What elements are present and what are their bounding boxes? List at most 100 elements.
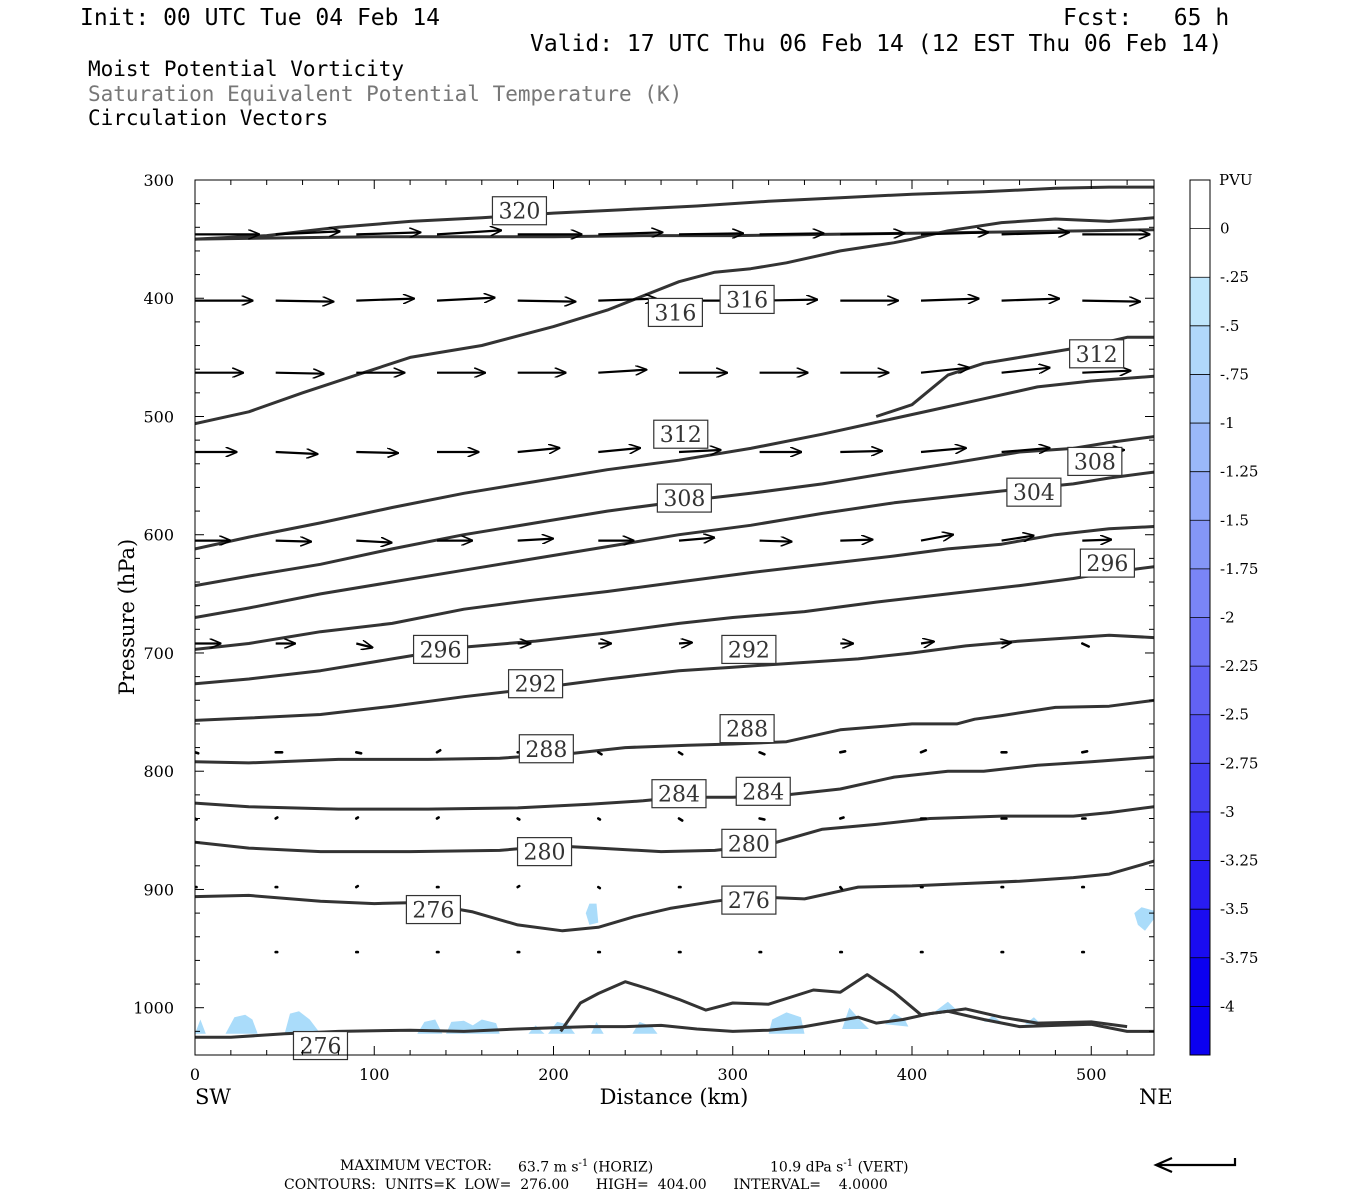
circulation-vector xyxy=(1001,448,1050,452)
theta-es-contour xyxy=(195,228,1154,241)
contour-label: 292 xyxy=(515,673,557,698)
theta-es-contour xyxy=(195,859,1154,933)
field-title-vectors: Circulation Vectors xyxy=(88,106,329,130)
vert-unit-exponent: -1 xyxy=(843,1158,854,1169)
contour-label-box xyxy=(518,734,574,764)
contour-label-box xyxy=(405,894,462,925)
circulation-vector xyxy=(596,885,602,890)
colorbar-swatch xyxy=(1190,374,1210,424)
theta-es-contour xyxy=(195,633,1154,722)
contour-label-box xyxy=(735,776,791,806)
colorbar-swatch xyxy=(1190,811,1210,862)
max-vector-horiz-value: 63.7 m s xyxy=(518,1159,579,1176)
circulation-vector xyxy=(678,538,714,541)
circulation-vector xyxy=(920,448,966,452)
mpv-negative-region xyxy=(1024,1017,1042,1025)
circulation-vector xyxy=(759,233,824,234)
contour-label-box xyxy=(647,297,703,328)
theta-es-contour xyxy=(195,374,1154,551)
circulation-vector xyxy=(1001,368,1050,373)
colorbar-frame xyxy=(1189,179,1211,1056)
circulation-vector xyxy=(435,748,442,754)
x-tick-label: 400 xyxy=(897,1065,928,1084)
y-tick-label: 500 xyxy=(143,407,174,426)
field-title-mpv: Moist Potential Vorticity xyxy=(88,57,405,81)
circulation-vector xyxy=(920,232,988,234)
colorbar-level-label: 0 xyxy=(1220,220,1230,238)
circulation-vector xyxy=(516,817,521,821)
contour-label: 304 xyxy=(1013,481,1055,506)
circulation-vector xyxy=(598,448,640,452)
horiz-unit-exponent: -1 xyxy=(578,1158,589,1169)
colorbar-level-label: -3.25 xyxy=(1220,852,1258,870)
colorbar-level-label: -2.5 xyxy=(1220,706,1249,724)
mpv-fill-layer xyxy=(195,903,1154,1034)
mpv-negative-region xyxy=(225,1014,258,1034)
colorbar-level-label: -.25 xyxy=(1220,268,1249,286)
max-vector-vert: 10.9 dPa s-1 (VERT) xyxy=(770,1159,908,1175)
circulation-vector xyxy=(758,750,766,756)
contour-label: 280 xyxy=(728,832,770,857)
circulation-vector xyxy=(275,541,311,542)
colorbar-level-label: -1.5 xyxy=(1220,511,1249,529)
circulation-vector xyxy=(435,816,440,820)
circulation-vector-layer xyxy=(195,230,1154,954)
mpv-negative-region xyxy=(284,1011,321,1034)
contour-label: 280 xyxy=(524,841,566,866)
colorbar-swatch xyxy=(1190,957,1210,1007)
theta-es-contour xyxy=(195,565,1154,686)
circulation-vector xyxy=(677,750,684,756)
theta-es-contour xyxy=(195,805,1154,854)
contour-info: CONTOURS: UNITS=K LOW= 276.00 HIGH= 404.… xyxy=(284,1177,888,1193)
circulation-vector xyxy=(678,643,692,644)
y-tick-label: 700 xyxy=(143,644,174,663)
contour-label: 308 xyxy=(1074,450,1116,475)
contour-label-box xyxy=(1067,446,1123,477)
circulation-vector xyxy=(1082,301,1140,302)
contour-label-box xyxy=(656,483,712,513)
colorbar-level-label: -.5 xyxy=(1220,317,1239,335)
colorbar-swatch xyxy=(1190,617,1210,667)
contour-label-box xyxy=(491,196,548,226)
contour-label-box xyxy=(721,828,777,858)
circulation-vector xyxy=(1082,371,1130,373)
theta-es-contour xyxy=(195,185,1154,241)
colorbar-swatch xyxy=(1190,714,1210,764)
circulation-vector xyxy=(598,232,662,234)
axes-layer: 300 400 500 600 700 800 900 1000 0 100 200 300 400 50… xyxy=(133,171,1154,1084)
contour-label: 284 xyxy=(658,783,700,808)
colorbar-level-label: -1 xyxy=(1220,414,1235,432)
circulation-vector xyxy=(758,817,766,821)
theta-es-contour xyxy=(195,216,1154,426)
colorbar-swatch xyxy=(1190,1006,1210,1055)
circulation-vector xyxy=(274,816,279,820)
forecast-hour: Fcst: 65 h xyxy=(1063,5,1230,31)
mpv-negative-region xyxy=(417,1019,443,1034)
colorbar-level-label: -3.5 xyxy=(1220,900,1249,918)
circulation-vector xyxy=(356,541,391,543)
colorbar-swatch xyxy=(1190,325,1210,375)
plot-frame xyxy=(194,179,1155,1056)
y-tick-label: 1000 xyxy=(133,999,174,1018)
circulation-vector xyxy=(920,642,934,644)
contour-label: 312 xyxy=(660,423,702,448)
circulation-vector xyxy=(838,885,844,891)
circulation-vector xyxy=(517,539,553,541)
contour-label: 316 xyxy=(654,301,696,326)
x-tick-label: 500 xyxy=(1076,1065,1107,1084)
x-tick-label: 100 xyxy=(359,1065,390,1084)
circulation-vector xyxy=(1001,232,1069,234)
contour-label: 312 xyxy=(1076,343,1118,368)
contour-label: 276 xyxy=(412,899,454,924)
colorbar-level-label: -3 xyxy=(1220,803,1235,821)
mpv-negative-region xyxy=(983,1016,1002,1022)
circulation-vector xyxy=(517,301,576,302)
colorbar-swatch xyxy=(1190,763,1210,813)
max-vector-horiz: 63.7 m s-1 (HORIZ) xyxy=(518,1159,653,1175)
mpv-negative-region xyxy=(1134,907,1154,931)
circulation-vector xyxy=(356,299,414,301)
theta-es-contour xyxy=(195,435,1154,588)
mpv-negative-region xyxy=(842,1007,869,1029)
colorbar-level-label: -3.75 xyxy=(1220,949,1258,967)
y-tick-label: 300 xyxy=(143,171,174,190)
